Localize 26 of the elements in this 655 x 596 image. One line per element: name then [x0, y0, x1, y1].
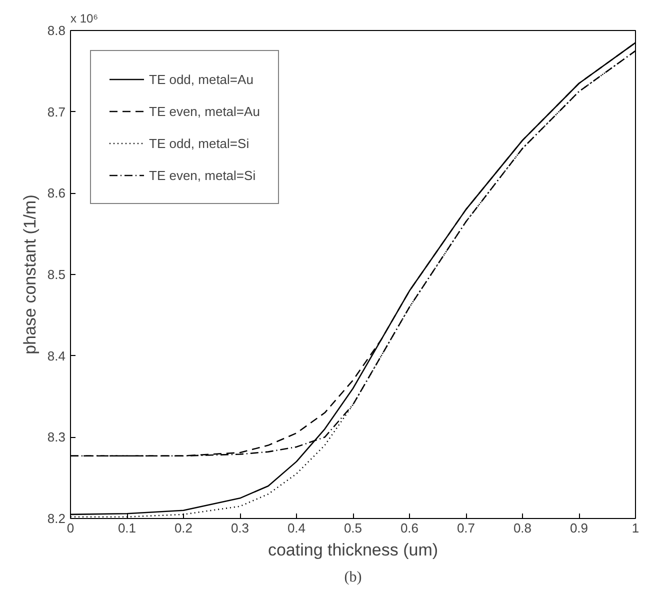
x-tick-label: 0.5 — [344, 520, 362, 536]
x-tick-label: 0.9 — [570, 520, 588, 536]
y-axis-title: phase constant (1/m) — [20, 194, 40, 354]
x-tick-label: 0 — [66, 520, 74, 536]
y-tick-label: 8.7 — [47, 104, 66, 120]
x-tick-label: 0.3 — [230, 520, 250, 536]
x-tick-label: 0.6 — [400, 520, 419, 536]
text: x 10⁶ — [70, 12, 98, 26]
x-tick-label: 0.4 — [287, 520, 306, 536]
y-tick-label: 8.3 — [47, 430, 66, 445]
y-tick-label: 8.5 — [47, 267, 66, 282]
x-tick-label: 0.1 — [118, 520, 136, 536]
text: (b) — [344, 570, 362, 586]
x-tick-label: 0.2 — [174, 520, 193, 536]
y-tick-label: 8.4 — [47, 348, 66, 364]
x-axis-title: coating thickness (um) — [268, 540, 438, 560]
y-tick-label: 8.2 — [47, 511, 66, 526]
x-tick-label: 1 — [632, 520, 640, 536]
y-tick-label: 8.6 — [47, 186, 66, 201]
legend-label: TE odd, metal=Si — [149, 136, 250, 150]
legend-label: TE odd, metal=Au — [149, 72, 254, 86]
legend-label: TE even, metal=Au — [149, 104, 260, 118]
legend-label: TE even, metal=Si — [149, 168, 256, 182]
x-tick-label: 0.7 — [456, 520, 476, 536]
x-tick-label: 0.8 — [513, 520, 532, 536]
y-tick-label: 8.8 — [47, 23, 66, 38]
